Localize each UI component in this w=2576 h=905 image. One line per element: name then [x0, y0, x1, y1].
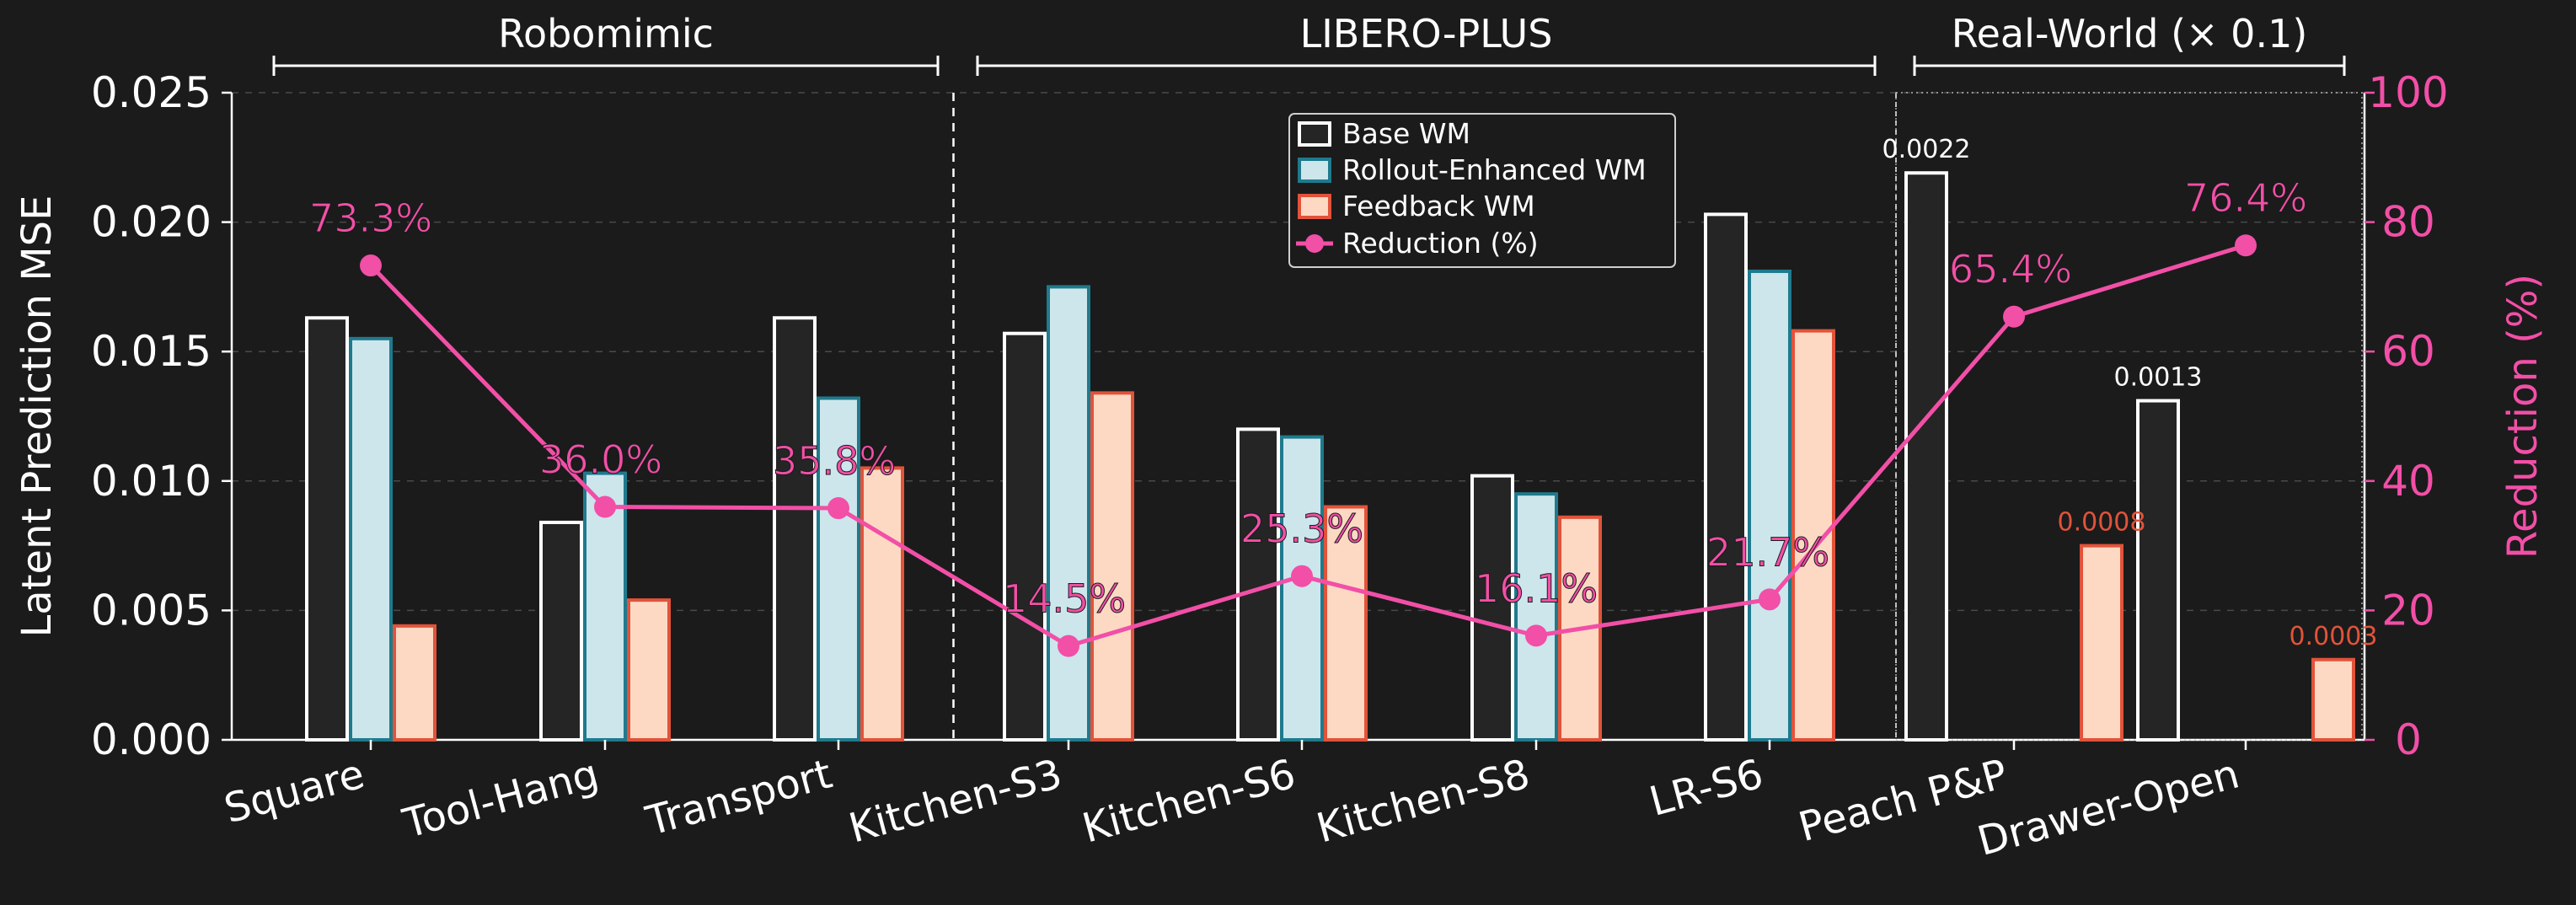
legend-swatch: [1298, 121, 1331, 147]
y-tick-label: 0.005: [91, 586, 212, 635]
bar-value-label: 0.0008: [2058, 508, 2146, 538]
group-label: LIBERO-PLUS: [1300, 11, 1553, 56]
reduction-label: 25.3%: [1240, 506, 1363, 552]
x-tick-label: Kitchen-S3: [844, 750, 1067, 852]
x-tick-label: Transport: [640, 750, 837, 845]
bar-base-wm: [1470, 474, 1514, 742]
bar-feedback-wm: [2311, 657, 2355, 742]
y-tick-label: 0.000: [91, 715, 212, 764]
legend-label: Feedback WM: [1342, 190, 1535, 222]
bar-rollout-enhanced-wm: [349, 336, 393, 742]
bar-value-label: 0.0013: [2114, 363, 2203, 393]
legend-swatch: [1298, 158, 1331, 183]
x-tick-label: Drawer-Open: [1973, 750, 2244, 865]
legend-marker: [1305, 234, 1324, 253]
reduction-label: 65.4%: [1949, 247, 2072, 292]
x-tick-label: LR-S6: [1645, 750, 1768, 825]
y-tick-label: 0.010: [91, 457, 212, 506]
real-world-frame: [1895, 92, 2363, 741]
y2-tick-label: 20: [2381, 586, 2435, 635]
reduction-point: [1525, 624, 1547, 647]
y2-axis-label: Reduction (%): [2499, 274, 2547, 559]
reduction-point: [827, 497, 849, 520]
legend-swatch: [1298, 194, 1331, 219]
x-tick-label: Kitchen-S6: [1078, 750, 1300, 852]
reduction-label: 14.5%: [1003, 576, 1126, 622]
bar-base-wm: [1904, 171, 1948, 742]
bar-base-wm: [1003, 331, 1047, 742]
bar-base-wm: [305, 316, 349, 742]
reduction-label: 76.4%: [2184, 175, 2307, 221]
reduction-label: 35.8%: [773, 438, 896, 484]
legend-box: [1288, 113, 1676, 268]
y2-tick-label: 100: [2368, 68, 2448, 117]
reduction-label: 36.0%: [539, 437, 662, 483]
bar-feedback-wm: [860, 466, 904, 742]
reduction-point: [1058, 635, 1079, 657]
y2-tick-label: 60: [2381, 327, 2435, 376]
bar-base-wm: [539, 520, 583, 742]
reduction-label: 73.3%: [309, 195, 432, 241]
bar-base-wm: [2136, 399, 2180, 742]
group-label: Robomimic: [498, 11, 714, 56]
bar-rollout-enhanced-wm: [1047, 285, 1090, 742]
bar-base-wm: [1704, 212, 1748, 742]
bar-base-wm: [773, 316, 817, 742]
group-label: Real-World (× 0.1): [1952, 11, 2308, 56]
reduction-point: [1759, 588, 1781, 611]
reduction-point: [2235, 234, 2257, 257]
x-tick-label: Square: [219, 750, 369, 833]
bar-rollout-enhanced-wm: [1280, 435, 1324, 742]
reduction-point: [594, 495, 616, 518]
legend-label: Reduction (%): [1342, 227, 1539, 260]
bar-value-label: 0.0003: [2289, 622, 2378, 651]
y2-tick-label: 0: [2395, 715, 2422, 764]
bar-feedback-wm: [1324, 505, 1368, 742]
bar-feedback-wm: [2080, 544, 2123, 742]
bar-feedback-wm: [1090, 391, 1134, 742]
legend-label: Base WM: [1342, 117, 1470, 150]
y-tick-label: 0.025: [91, 68, 212, 117]
bar-rollout-enhanced-wm: [1748, 269, 1791, 742]
legend-label: Rollout-Enhanced WM: [1342, 153, 1647, 186]
bar-rollout-enhanced-wm: [1514, 492, 1558, 742]
bar-feedback-wm: [393, 624, 436, 742]
y2-tick-label: 40: [2381, 457, 2435, 506]
y-tick-label: 0.020: [91, 198, 212, 247]
reduction-point: [360, 254, 382, 277]
bar-value-label: 0.0022: [1882, 135, 1971, 164]
y-tick-label: 0.015: [91, 327, 212, 376]
reduction-label: 21.7%: [1706, 529, 1829, 575]
reduction-label: 16.1%: [1475, 565, 1598, 611]
reduction-point: [2003, 305, 2025, 328]
x-tick-label: Kitchen-S8: [1312, 750, 1534, 852]
y-axis-label: Latent Prediction MSE: [13, 195, 61, 638]
bar-feedback-wm: [627, 598, 671, 742]
reduction-point: [1291, 565, 1313, 587]
y2-tick-label: 80: [2381, 198, 2435, 247]
x-tick-label: Tool-Hang: [398, 750, 603, 848]
